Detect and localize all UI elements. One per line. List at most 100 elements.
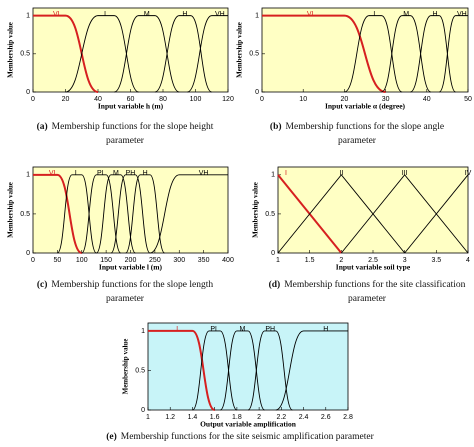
chart-panel: 0 0.5 1 0 50 100 150 200 250 300 350 400 Input varia… — [7, 166, 234, 272]
y-tick-label: 1 — [26, 172, 30, 179]
caption-text: Membership functions for the site classi… — [284, 280, 466, 304]
x-tick-label: 400 — [222, 257, 234, 264]
caption-label: (b) — [269, 122, 282, 132]
membership-curve — [277, 174, 406, 254]
membership-curve — [219, 330, 266, 411]
caption-text: Membership functions for the slope heigh… — [51, 122, 214, 146]
x-tick-label: 350 — [198, 257, 210, 264]
chart-panel: 0 0.5 1 1 1.5 2 2.5 3 3.5 4 Input variable soil ty… — [252, 166, 472, 272]
x-tick-label: 200 — [125, 257, 137, 264]
membership-curve — [56, 174, 97, 254]
x-tick-label: 1 — [146, 414, 150, 421]
x-tick-label: 300 — [173, 257, 185, 264]
x-tick-label: 1.2 — [165, 414, 175, 421]
series-label: III — [402, 170, 408, 177]
y-tick-label: 0 — [255, 89, 259, 96]
x-tick-label: 0 — [260, 96, 264, 103]
series-label: L — [176, 326, 180, 333]
membership-curve — [192, 330, 238, 411]
x-tick-label: 0 — [31, 96, 35, 103]
x-axis-label: Input variable soil type — [336, 263, 411, 272]
caption-text: Membership functions for the site seismi… — [120, 432, 374, 442]
series-label: H — [182, 11, 187, 18]
series-label: VH — [457, 11, 467, 18]
membership-curve — [32, 173, 83, 254]
plot-area — [147, 322, 349, 411]
x-tick-label: 4 — [466, 257, 470, 264]
x-tick-label: 80 — [159, 96, 167, 103]
membership-curve — [275, 330, 348, 411]
membership-curve — [247, 330, 293, 411]
x-axis-label: Input variable h (m) — [98, 102, 164, 111]
series-label: PL — [210, 326, 219, 333]
x-tick-label: 2.4 — [299, 414, 309, 421]
series-label: H — [433, 11, 438, 18]
series-label: VH — [199, 170, 209, 177]
series-label: H — [143, 170, 148, 177]
series-label: I — [285, 170, 287, 177]
caption: (e) Membership functions for the site sei… — [30, 430, 450, 444]
x-tick-label: 100 — [190, 96, 202, 103]
membership-curve — [154, 15, 212, 93]
membership-curve — [409, 15, 457, 93]
chart-panel: 0 0.5 1 0 20 40 60 80 100 120 Input variable h (m)… — [7, 7, 234, 111]
x-axis-label: Output variable amplification — [200, 420, 297, 429]
y-tick-label: 0 — [141, 407, 145, 414]
membership-curve — [110, 174, 151, 254]
x-tick-label: 50 — [53, 257, 61, 264]
membership-curve — [149, 174, 228, 254]
x-tick-label: 1.4 — [188, 414, 198, 421]
caption-label: (c) — [36, 280, 48, 290]
x-tick-label: 2.6 — [321, 414, 331, 421]
series-label: M — [113, 170, 119, 177]
x-tick-label: 2 — [339, 257, 343, 264]
series-label: VL — [49, 170, 58, 177]
membership-curve — [114, 15, 180, 93]
caption-label: (e) — [106, 432, 117, 442]
membership-curve — [65, 15, 139, 93]
x-tick-label: 100 — [76, 257, 88, 264]
y-tick-label: 0.5 — [265, 211, 275, 218]
series-label: VH — [215, 11, 225, 18]
x-tick-label: 20 — [341, 96, 349, 103]
x-tick-label: 60 — [127, 96, 135, 103]
y-axis-label: Membership value — [122, 339, 130, 395]
x-tick-label: 30 — [382, 96, 390, 103]
x-tick-label: 2.5 — [368, 257, 378, 264]
x-tick-label: 40 — [423, 96, 431, 103]
y-tick-label: 0 — [26, 89, 30, 96]
x-tick-label: 1.6 — [210, 414, 220, 421]
x-tick-label: 2 — [257, 414, 261, 421]
y-tick-label: 1 — [255, 12, 259, 19]
caption-label: (a) — [36, 122, 48, 132]
x-tick-label: 1 — [276, 257, 280, 264]
caption-text: Membership functions for the slope angle… — [285, 122, 445, 146]
membership-curve — [33, 14, 99, 93]
y-axis-label: Membership value — [236, 22, 244, 78]
x-tick-label: 10 — [299, 96, 307, 103]
x-axis-label: Input variable α (degree) — [325, 102, 406, 111]
caption: (d) Membership functions for the site cla… — [262, 278, 472, 306]
series-label: L — [75, 170, 79, 177]
series-label: II — [339, 170, 343, 177]
series-label: M — [403, 11, 409, 18]
series-label: IV — [465, 170, 472, 177]
x-tick-label: 120 — [222, 96, 234, 103]
caption: (c) Membership functions for the slope le… — [20, 278, 230, 306]
x-tick-label: 20 — [62, 96, 70, 103]
x-tick-label: 2.8 — [343, 414, 353, 421]
membership-curve — [187, 15, 228, 93]
plot-area — [261, 7, 469, 93]
chart-panel: 0 0.5 1 1 1.2 1.4 1.6 1.8 2 2.2 2.4 2.6 2.8 Output va… — [122, 322, 353, 429]
membership-curve — [81, 174, 122, 254]
x-tick-label: 3.5 — [431, 257, 441, 264]
series-label: PH — [265, 326, 275, 333]
y-tick-label: 0.5 — [20, 51, 30, 58]
y-tick-label: 1 — [26, 12, 30, 19]
series-label: PL — [97, 170, 106, 177]
y-tick-label: 0.5 — [20, 211, 30, 218]
x-axis-label: Input variable l (m) — [99, 263, 163, 272]
x-tick-label: 40 — [94, 96, 102, 103]
caption: (a) Membership functions for the slope he… — [20, 120, 230, 148]
